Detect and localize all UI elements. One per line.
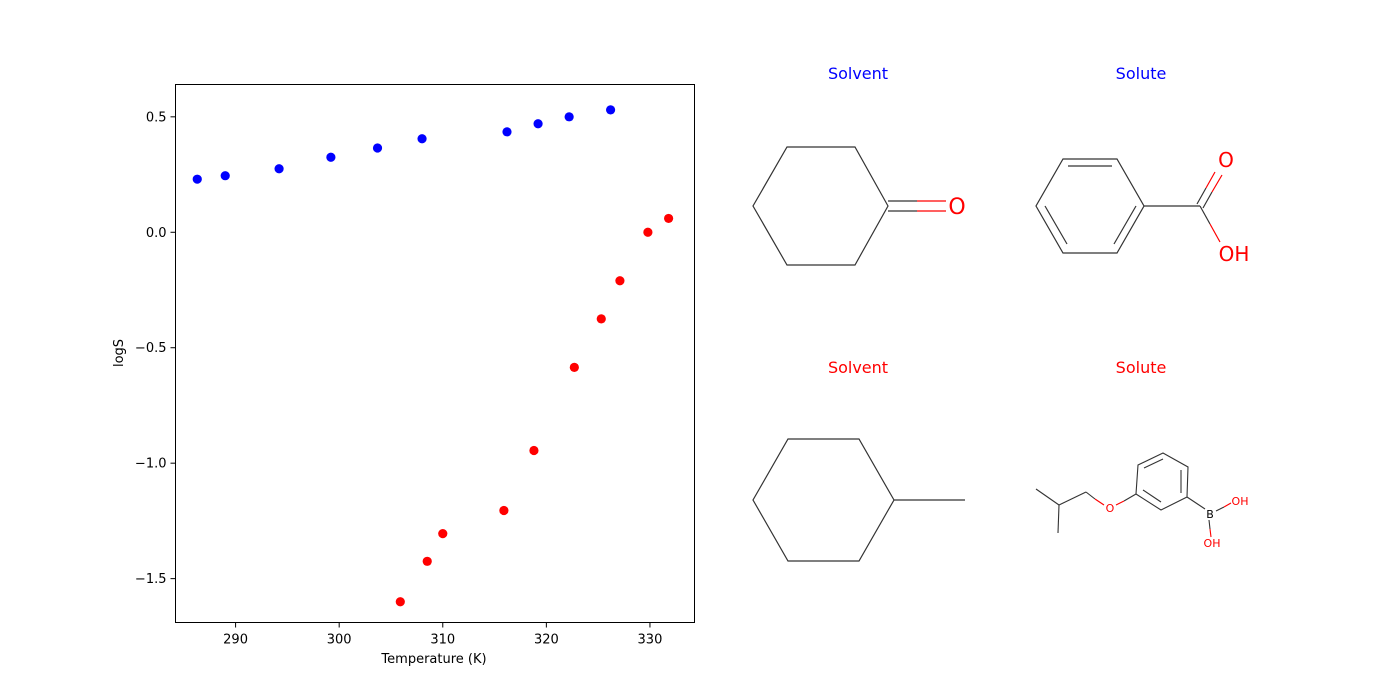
plot-area <box>175 84 695 623</box>
isobutyl-bond-1 <box>1035 488 1060 506</box>
boron-hydroxyl-bond-1-o <box>1223 502 1232 508</box>
data-point-series-2 <box>569 362 579 372</box>
isobutyl-bond-3 <box>1058 491 1087 506</box>
x-tick-label: 310 <box>430 633 455 648</box>
hydroxyl-label: OH <box>1219 242 1250 266</box>
data-point-series-2 <box>664 213 674 224</box>
boron-hydroxyl-bond-2-b <box>1208 519 1211 530</box>
solubility-scatter-plot: 290 300 310 320 330 0.5 0.0 −0.5 −1.0 −1.5 Tempe… <box>112 84 695 667</box>
aromatic-bond-2 <box>1044 205 1068 245</box>
carbonyl-double-bond-a-o <box>1205 171 1216 189</box>
phenyl-inner-bond-1 <box>1142 489 1162 503</box>
boron-atom-label: B <box>1206 508 1214 521</box>
data-point-series-1 <box>417 134 427 144</box>
ether-bond-2-o <box>1115 500 1125 506</box>
methylcyclohexane-structure <box>752 438 965 562</box>
boron-hydroxyl-bond-2-o <box>1209 528 1212 538</box>
data-point-series-2 <box>422 556 432 566</box>
benzoic-acid-structure <box>1035 158 1223 254</box>
phenyl-inner-bond-3 <box>1143 458 1164 469</box>
carbonyl-oxygen-label: O <box>1218 148 1234 172</box>
x-tick-label: 330 <box>638 633 663 648</box>
ether-bond-2-c <box>1123 493 1137 502</box>
carbonyl-double-bond-a-c <box>1196 187 1207 205</box>
solute-title-2: Solute <box>1116 358 1167 377</box>
aromatic-bond-3 <box>1113 205 1137 245</box>
ether-bond-1-c <box>1085 491 1096 500</box>
isobutyl-bond-2 <box>1057 504 1060 534</box>
data-point-series-1 <box>533 119 543 129</box>
isobutoxyphenylboronic-acid-structure <box>1035 452 1232 538</box>
data-point-series-1 <box>372 143 383 153</box>
data-point-series-1 <box>220 171 230 181</box>
y-tick-label: −1.5 <box>135 572 167 587</box>
cyclohexane-ring-2 <box>752 438 895 562</box>
solvent-title-2: Solvent <box>828 358 888 377</box>
cyclohexanone-structure <box>752 146 946 266</box>
x-tick-label: 320 <box>534 633 559 648</box>
y-axis-label: logS <box>112 339 127 367</box>
ether-bond-1-o <box>1094 498 1105 506</box>
y-tick-label: 0.5 <box>146 110 167 125</box>
ether-oxygen-label: O <box>1106 502 1115 515</box>
cyclohexane-ring <box>752 146 889 266</box>
data-point-series-1 <box>564 112 574 122</box>
solute-title-1: Solute <box>1116 64 1167 83</box>
y-tick-label: 0.0 <box>146 226 167 241</box>
boron-hydroxyl-bond-1-b <box>1215 506 1225 512</box>
boronic-hydroxyl-label-1: OH <box>1232 495 1249 508</box>
y-tick-label: −1.0 <box>135 457 167 472</box>
phenyl-ring <box>1135 452 1189 511</box>
hydroxyl-bond-o <box>1209 223 1221 243</box>
carbonyl-double-bond-b-c <box>1202 191 1213 209</box>
x-tick-label: 290 <box>223 633 248 648</box>
data-point-series-1 <box>326 152 336 162</box>
data-point-series-1 <box>192 174 202 184</box>
data-point-series-2 <box>596 314 606 324</box>
data-point-series-2 <box>499 505 509 516</box>
data-point-series-2 <box>615 276 625 286</box>
data-point-series-2 <box>643 227 653 237</box>
carbonyl-double-bond-b-o <box>1211 174 1223 193</box>
x-axis-ticks: 290 300 310 320 330 <box>223 622 663 648</box>
benzene-ring <box>1035 158 1145 254</box>
data-point-series-2 <box>438 529 448 539</box>
y-axis-ticks: 0.5 0.0 −0.5 −1.0 −1.5 <box>135 110 176 587</box>
data-point-series-2 <box>395 597 405 607</box>
hydroxyl-bond-c <box>1199 205 1211 225</box>
x-axis-label: Temperature (K) <box>380 652 486 667</box>
oxygen-atom-label: O <box>948 195 965 220</box>
data-point-series-1 <box>605 105 616 115</box>
data-points <box>192 105 674 607</box>
data-point-series-2 <box>529 445 539 456</box>
data-point-series-1 <box>502 127 512 137</box>
x-tick-label: 300 <box>327 633 352 648</box>
solvent-title-1: Solvent <box>828 64 888 83</box>
ring-boron-bond <box>1186 496 1206 510</box>
y-tick-label: −0.5 <box>135 341 167 356</box>
data-point-series-1 <box>274 164 284 174</box>
boronic-hydroxyl-label-2: OH <box>1204 537 1221 550</box>
